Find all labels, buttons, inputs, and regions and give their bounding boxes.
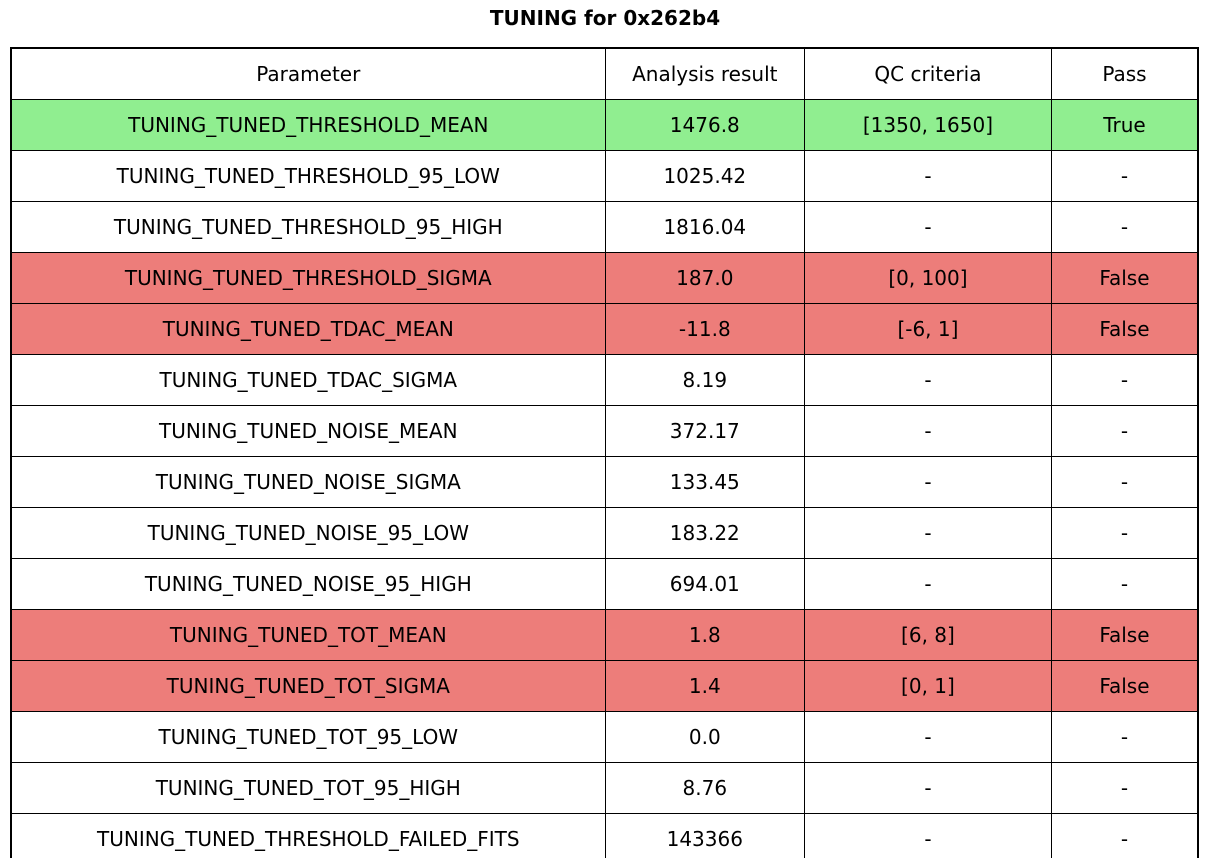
- cell-parameter: TUNING_TUNED_TOT_95_HIGH: [10, 762, 606, 814]
- cell-parameter: TUNING_TUNED_TOT_MEAN: [10, 609, 606, 661]
- cell-analysis-result: 1025.42: [604, 150, 806, 202]
- header-row: Parameter Analysis result QC criteria Pa…: [10, 47, 1199, 100]
- cell-parameter: TUNING_TUNED_THRESHOLD_95_LOW: [10, 150, 606, 202]
- table-row: TUNING_TUNED_TOT_95_HIGH 8.76- -: [10, 762, 1199, 814]
- cell-pass: -: [1050, 150, 1199, 202]
- cell-analysis-result: 143366: [604, 813, 806, 858]
- cell-pass: False: [1050, 252, 1199, 304]
- cell-analysis-result: 0.0: [604, 711, 806, 763]
- cell-pass: -: [1050, 558, 1199, 610]
- cell-qc-criteria: [6, 8]: [804, 609, 1052, 661]
- table-row: TUNING_TUNED_THRESHOLD_MEAN 1476.8 [1350, …: [10, 99, 1199, 151]
- table-row: TUNING_TUNED_NOISE_95_LOW 183.22- -: [10, 507, 1199, 559]
- table-row: TUNING_TUNED_NOISE_SIGMA 133.45- -: [10, 456, 1199, 508]
- cell-parameter: TUNING_TUNED_THRESHOLD_FAILED_FITS: [10, 813, 606, 858]
- column-header-parameter: Parameter: [10, 47, 606, 100]
- cell-analysis-result: 8.76: [604, 762, 806, 814]
- cell-parameter: TUNING_TUNED_THRESHOLD_SIGMA: [10, 252, 606, 304]
- table-row: TUNING_TUNED_TOT_95_LOW 0.0- -: [10, 711, 1199, 763]
- table-row: TUNING_TUNED_TOT_SIGMA 1.4 [0, 1] False: [10, 660, 1199, 712]
- cell-pass: -: [1050, 201, 1199, 253]
- cell-pass: False: [1050, 303, 1199, 355]
- cell-analysis-result: 1816.04: [604, 201, 806, 253]
- cell-analysis-result: -11.8: [604, 303, 806, 355]
- cell-pass: -: [1050, 405, 1199, 457]
- cell-analysis-result: 1.4: [604, 660, 806, 712]
- cell-pass: -: [1050, 711, 1199, 763]
- table-row: TUNING_TUNED_TDAC_SIGMA 8.19- -: [10, 354, 1199, 406]
- cell-parameter: TUNING_TUNED_THRESHOLD_MEAN: [10, 99, 606, 151]
- cell-pass: False: [1050, 660, 1199, 712]
- cell-pass: -: [1050, 762, 1199, 814]
- cell-qc-criteria: -: [804, 558, 1052, 610]
- table-row: TUNING_TUNED_TOT_MEAN 1.8 [6, 8] False: [10, 609, 1199, 661]
- cell-qc-criteria: -: [804, 405, 1052, 457]
- table-row: TUNING_TUNED_THRESHOLD_SIGMA 187.0 [0, 100…: [10, 252, 1199, 304]
- table-row: TUNING_TUNED_NOISE_MEAN 372.17- -: [10, 405, 1199, 457]
- column-header-analysis-result: Analysis result: [604, 47, 806, 100]
- table-row: TUNING_TUNED_TDAC_MEAN -11.8 [-6, 1] False: [10, 303, 1199, 355]
- column-header-qc-criteria: QC criteria: [804, 47, 1052, 100]
- cell-parameter: TUNING_TUNED_NOISE_SIGMA: [10, 456, 606, 508]
- cell-parameter: TUNING_TUNED_TDAC_MEAN: [10, 303, 606, 355]
- cell-analysis-result: 1.8: [604, 609, 806, 661]
- cell-parameter: TUNING_TUNED_TDAC_SIGMA: [10, 354, 606, 406]
- cell-parameter: TUNING_TUNED_TOT_95_LOW: [10, 711, 606, 763]
- cell-qc-criteria: -: [804, 201, 1052, 253]
- cell-analysis-result: 372.17: [604, 405, 806, 457]
- column-header-pass: Pass: [1050, 47, 1199, 100]
- cell-parameter: TUNING_TUNED_NOISE_MEAN: [10, 405, 606, 457]
- cell-analysis-result: 694.01: [604, 558, 806, 610]
- cell-parameter: TUNING_TUNED_NOISE_95_LOW: [10, 507, 606, 559]
- cell-qc-criteria: -: [804, 150, 1052, 202]
- table-row: TUNING_TUNED_THRESHOLD_95_LOW 1025.42- -: [10, 150, 1199, 202]
- figure-title: TUNING for 0x262b4: [489, 6, 721, 30]
- cell-qc-criteria: -: [804, 813, 1052, 858]
- cell-qc-criteria: [1350, 1650]: [804, 99, 1052, 151]
- cell-parameter: TUNING_TUNED_NOISE_95_HIGH: [10, 558, 606, 610]
- cell-qc-criteria: [0, 100]: [804, 252, 1052, 304]
- cell-pass: False: [1050, 609, 1199, 661]
- cell-qc-criteria: [0, 1]: [804, 660, 1052, 712]
- table-row: TUNING_TUNED_THRESHOLD_FAILED_FITS 143366…: [10, 813, 1199, 858]
- cell-qc-criteria: -: [804, 456, 1052, 508]
- cell-pass: True: [1050, 99, 1199, 151]
- cell-analysis-result: 187.0: [604, 252, 806, 304]
- cell-analysis-result: 183.22: [604, 507, 806, 559]
- cell-analysis-result: 133.45: [604, 456, 806, 508]
- cell-qc-criteria: -: [804, 507, 1052, 559]
- cell-pass: -: [1050, 813, 1199, 858]
- qc-table: Parameter Analysis result QC criteria Pa…: [10, 47, 1199, 858]
- cell-analysis-result: 1476.8: [604, 99, 806, 151]
- cell-parameter: TUNING_TUNED_THRESHOLD_95_HIGH: [10, 201, 606, 253]
- cell-pass: -: [1050, 456, 1199, 508]
- table-row: TUNING_TUNED_THRESHOLD_95_HIGH 1816.04- -: [10, 201, 1199, 253]
- cell-parameter: TUNING_TUNED_TOT_SIGMA: [10, 660, 606, 712]
- cell-pass: -: [1050, 354, 1199, 406]
- cell-analysis-result: 8.19: [604, 354, 806, 406]
- qc-table-body: TUNING_TUNED_THRESHOLD_MEAN 1476.8 [1350, …: [10, 99, 1199, 858]
- table-row: TUNING_TUNED_NOISE_95_HIGH 694.01- -: [10, 558, 1199, 610]
- cell-qc-criteria: -: [804, 762, 1052, 814]
- cell-qc-criteria: -: [804, 354, 1052, 406]
- cell-pass: -: [1050, 507, 1199, 559]
- cell-qc-criteria: [-6, 1]: [804, 303, 1052, 355]
- cell-qc-criteria: -: [804, 711, 1052, 763]
